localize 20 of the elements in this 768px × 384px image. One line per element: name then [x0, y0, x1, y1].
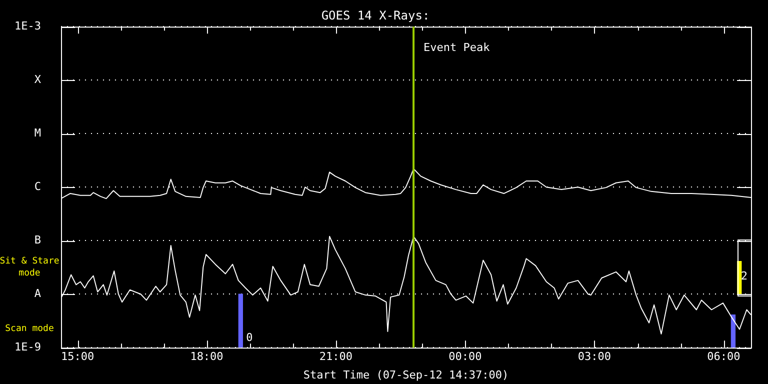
y-tick-label: B: [34, 233, 42, 246]
y-tick-label: M: [34, 126, 42, 140]
x-tick-label: 18:00: [190, 350, 224, 364]
y-tick-label: 1E-3: [14, 19, 41, 32]
chart-title: GOES 14 X-Rays:: [321, 8, 430, 23]
y-tick-label: X: [34, 72, 42, 86]
y-tick-label: C: [34, 180, 41, 193]
x-tick-label: 06:00: [707, 350, 740, 364]
x-axis-title: Start Time (07-Sep-12 14:37:00): [303, 368, 509, 382]
x-tick-label: 21:00: [319, 350, 353, 364]
y-tick-label: 1E-9: [14, 340, 41, 354]
text: Sit & Stare mode: [0, 256, 60, 279]
x-tick-label: 00:00: [448, 350, 482, 364]
y-tick-label: A: [34, 286, 42, 300]
x-tick-label: 15:00: [60, 350, 94, 364]
annotation: 0: [246, 331, 253, 344]
x-tick-label: 03:00: [578, 350, 612, 364]
annotation: 2: [740, 270, 748, 283]
text: Scan mode: [5, 324, 54, 334]
ref-line-label: Event Peak: [424, 40, 490, 54]
